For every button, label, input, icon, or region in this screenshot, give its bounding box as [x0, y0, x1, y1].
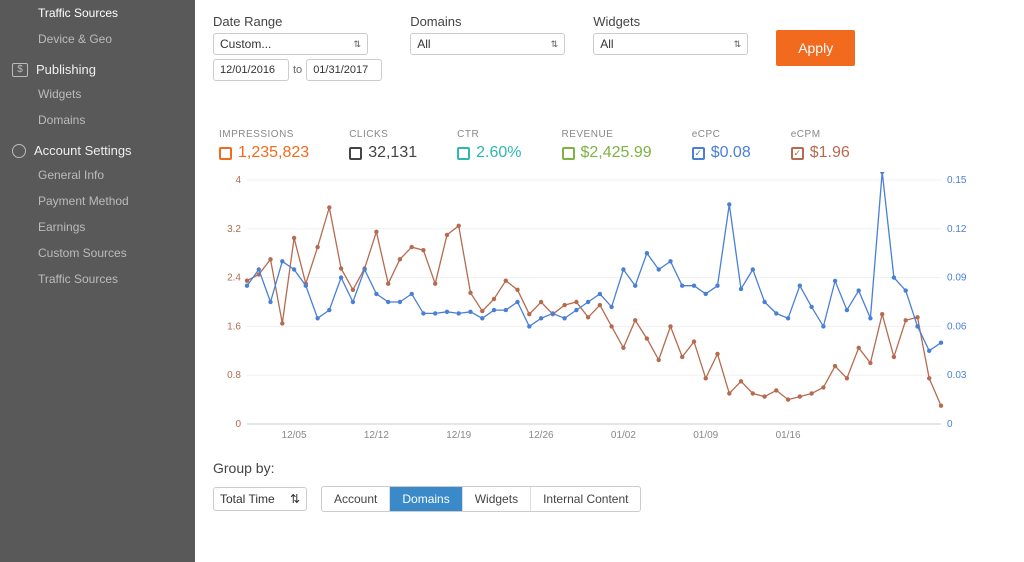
svg-text:1.6: 1.6 — [227, 321, 241, 332]
chart-svg: 0 0.8 1.6 2.4 3.2 4 0 0.03 0.06 0.09 0.12 0.15 12/05… — [213, 172, 993, 452]
dollar-icon: $ — [12, 63, 28, 77]
app-root: Traffic SourcesDevice & Geo $ Publishing… — [0, 0, 1024, 562]
metric-label: IMPRESSIONS — [219, 129, 309, 140]
svg-text:0.06: 0.06 — [947, 321, 967, 332]
metrics-bar: IMPRESSIONS 1,235,823 CLICKS 32,131 CTR 2.60%… — [213, 101, 1006, 172]
date-inputs: 12/01/2016 to 01/31/2017 — [213, 59, 382, 81]
checkbox-icon[interactable]: ✓ — [791, 147, 804, 160]
sidebar-item[interactable]: Domains — [0, 107, 195, 133]
filter-label: Domains — [410, 14, 565, 29]
groupby-pill[interactable]: Domains — [390, 487, 462, 511]
metric-revenue[interactable]: REVENUE $2,425.99 — [562, 129, 652, 162]
groupby: Group by: Total Time ⇅ AccountDomainsWid… — [213, 460, 1006, 512]
metric-value: ✓$0.08 — [692, 144, 751, 162]
filter-apply: Apply — [776, 14, 855, 66]
svg-text:0.09: 0.09 — [947, 273, 967, 284]
sidebar-item[interactable]: Earnings — [0, 214, 195, 240]
filter-label: Widgets — [593, 14, 748, 29]
select-value: Total Time — [220, 492, 275, 506]
metric-label: eCPM — [791, 129, 850, 140]
main: Date Range Custom... ⇅ 12/01/2016 to 01/… — [195, 0, 1024, 562]
metric-value: 1,235,823 — [219, 144, 309, 162]
checkbox-icon[interactable] — [562, 147, 575, 160]
chevron-updown-icon: ⇅ — [290, 492, 300, 506]
groupby-pill[interactable]: Account — [322, 487, 390, 511]
sidebar-item[interactable]: Device & Geo — [0, 26, 195, 52]
sidebar-section-label: Account Settings — [34, 143, 132, 158]
svg-text:12/19: 12/19 — [446, 430, 471, 441]
sidebar-item[interactable]: Widgets — [0, 81, 195, 107]
date-range-select[interactable]: Custom... ⇅ — [213, 33, 368, 55]
sidebar-item[interactable]: General Info — [0, 162, 195, 188]
metric-value: $2,425.99 — [562, 144, 652, 162]
groupby-label: Group by: — [213, 460, 1006, 476]
filters: Date Range Custom... ⇅ 12/01/2016 to 01/… — [213, 14, 1006, 81]
metric-impressions[interactable]: IMPRESSIONS 1,235,823 — [219, 129, 309, 162]
svg-text:0: 0 — [235, 419, 241, 430]
select-value: All — [417, 37, 430, 51]
filter-date-range: Date Range Custom... ⇅ 12/01/2016 to 01/… — [213, 14, 382, 81]
metric-label: CTR — [457, 129, 521, 140]
metric-value: ✓$1.96 — [791, 144, 850, 162]
sidebar-item[interactable]: Traffic Sources — [0, 266, 195, 292]
metric-label: REVENUE — [562, 129, 652, 140]
filter-domains: Domains All ⇅ — [410, 14, 565, 55]
chevron-updown-icon: ⇅ — [734, 39, 742, 50]
svg-text:12/12: 12/12 — [364, 430, 389, 441]
svg-text:4: 4 — [235, 175, 241, 186]
groupby-select[interactable]: Total Time ⇅ — [213, 487, 307, 511]
date-to-label: to — [293, 64, 302, 76]
svg-text:3.2: 3.2 — [227, 224, 241, 235]
groupby-pill[interactable]: Widgets — [463, 487, 531, 511]
svg-text:12/05: 12/05 — [282, 430, 307, 441]
metric-ecpc[interactable]: eCPC ✓$0.08 — [692, 129, 751, 162]
widgets-select[interactable]: All ⇅ — [593, 33, 748, 55]
checkbox-icon[interactable] — [457, 147, 470, 160]
metric-value: 2.60% — [457, 144, 521, 162]
svg-text:0.12: 0.12 — [947, 224, 967, 235]
checkbox-icon[interactable] — [219, 147, 232, 160]
metric-label: eCPC — [692, 129, 751, 140]
filter-label: Date Range — [213, 14, 382, 29]
sidebar-item[interactable]: Traffic Sources — [0, 0, 195, 26]
select-value: Custom... — [220, 37, 271, 51]
metric-clicks[interactable]: CLICKS 32,131 — [349, 129, 417, 162]
sidebar: Traffic SourcesDevice & Geo $ Publishing… — [0, 0, 195, 562]
svg-text:0.15: 0.15 — [947, 175, 967, 186]
chevron-updown-icon: ⇅ — [551, 39, 559, 50]
filter-widgets: Widgets All ⇅ — [593, 14, 748, 55]
chart: 0 0.8 1.6 2.4 3.2 4 0 0.03 0.06 0.09 0.12 0.15 12/05… — [213, 172, 993, 452]
chevron-updown-icon: ⇅ — [353, 39, 361, 50]
metric-label: CLICKS — [349, 129, 417, 140]
svg-text:12/26: 12/26 — [529, 430, 554, 441]
checkbox-icon[interactable]: ✓ — [692, 147, 705, 160]
metric-value: 32,131 — [349, 144, 417, 162]
svg-text:01/02: 01/02 — [611, 430, 636, 441]
svg-text:2.4: 2.4 — [227, 273, 241, 284]
svg-text:01/16: 01/16 — [776, 430, 801, 441]
groupby-pill[interactable]: Internal Content — [531, 487, 640, 511]
svg-text:0.03: 0.03 — [947, 370, 967, 381]
sidebar-item[interactable]: Custom Sources — [0, 240, 195, 266]
checkbox-icon[interactable] — [349, 147, 362, 160]
svg-text:0.8: 0.8 — [227, 370, 241, 381]
svg-text:01/09: 01/09 — [693, 430, 718, 441]
metric-ctr[interactable]: CTR 2.60% — [457, 129, 521, 162]
sidebar-section-account[interactable]: Account Settings — [0, 133, 195, 162]
svg-text:0: 0 — [947, 419, 953, 430]
metric-ecpm[interactable]: eCPM ✓$1.96 — [791, 129, 850, 162]
domains-select[interactable]: All ⇅ — [410, 33, 565, 55]
sidebar-item[interactable]: Payment Method — [0, 188, 195, 214]
user-icon — [12, 144, 26, 158]
sidebar-section-label: Publishing — [36, 62, 96, 77]
sidebar-section-publishing[interactable]: $ Publishing — [0, 52, 195, 81]
select-value: All — [600, 37, 613, 51]
date-from-input[interactable]: 12/01/2016 — [213, 59, 289, 81]
date-to-input[interactable]: 01/31/2017 — [306, 59, 382, 81]
apply-button[interactable]: Apply — [776, 30, 855, 66]
groupby-pills: AccountDomainsWidgetsInternal Content — [321, 486, 641, 512]
